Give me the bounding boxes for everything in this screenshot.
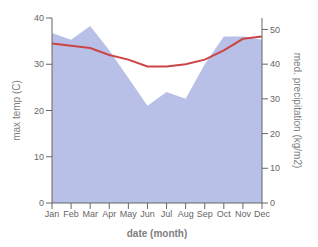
svg-text:20: 20 xyxy=(270,129,280,139)
svg-text:10: 10 xyxy=(270,163,280,173)
svg-text:20: 20 xyxy=(34,106,44,116)
svg-text:0: 0 xyxy=(270,198,275,208)
svg-text:med. precipitation (kg/m2): med. precipitation (kg/m2) xyxy=(292,53,303,169)
svg-text:Apr: Apr xyxy=(102,209,116,219)
svg-text:30: 30 xyxy=(270,94,280,104)
svg-text:max temp (C): max temp (C) xyxy=(11,80,22,141)
svg-text:Mar: Mar xyxy=(82,209,98,219)
svg-text:Jul: Jul xyxy=(161,209,173,219)
svg-text:date (month): date (month) xyxy=(127,228,188,239)
svg-text:30: 30 xyxy=(34,59,44,69)
svg-text:0: 0 xyxy=(39,198,44,208)
svg-text:Nov: Nov xyxy=(235,209,252,219)
svg-text:Aug: Aug xyxy=(178,209,194,219)
svg-text:10: 10 xyxy=(34,152,44,162)
svg-text:Sep: Sep xyxy=(197,209,213,219)
svg-text:40: 40 xyxy=(270,59,280,69)
svg-text:40: 40 xyxy=(34,13,44,23)
svg-text:Jun: Jun xyxy=(140,209,155,219)
svg-text:May: May xyxy=(120,209,138,219)
svg-text:Oct: Oct xyxy=(217,209,232,219)
svg-text:50: 50 xyxy=(270,25,280,35)
svg-text:Feb: Feb xyxy=(63,209,79,219)
svg-text:Dec: Dec xyxy=(254,209,271,219)
svg-text:Jan: Jan xyxy=(45,209,60,219)
